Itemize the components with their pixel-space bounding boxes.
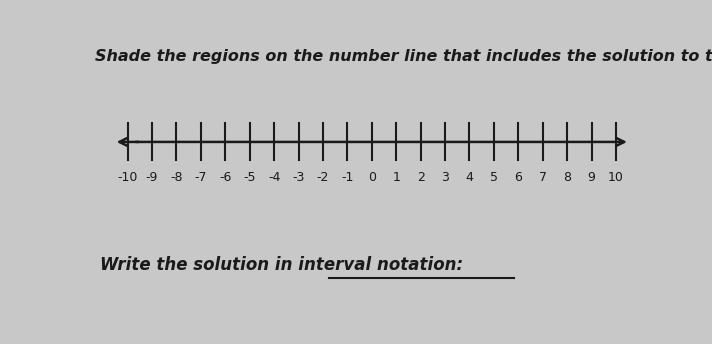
Text: 3: 3 xyxy=(441,171,449,184)
Text: -5: -5 xyxy=(244,171,256,184)
Text: 5: 5 xyxy=(490,171,498,184)
Text: 1: 1 xyxy=(392,171,400,184)
Text: -1: -1 xyxy=(341,171,354,184)
Text: -3: -3 xyxy=(293,171,305,184)
Text: -8: -8 xyxy=(170,171,183,184)
Text: Write the solution in interval notation:: Write the solution in interval notation: xyxy=(100,256,464,275)
Text: 6: 6 xyxy=(514,171,522,184)
Text: 0: 0 xyxy=(368,171,376,184)
Text: Shade the regions on the number line that includes the solution to the inequalit: Shade the regions on the number line tha… xyxy=(95,49,712,64)
Text: 7: 7 xyxy=(539,171,547,184)
Text: -10: -10 xyxy=(117,171,138,184)
Text: 8: 8 xyxy=(563,171,571,184)
Text: 9: 9 xyxy=(587,171,595,184)
Text: 2: 2 xyxy=(417,171,424,184)
Text: -4: -4 xyxy=(268,171,281,184)
Text: 10: 10 xyxy=(608,171,624,184)
Text: -6: -6 xyxy=(219,171,231,184)
Text: -2: -2 xyxy=(317,171,329,184)
Text: -7: -7 xyxy=(194,171,207,184)
Text: 4: 4 xyxy=(466,171,473,184)
Text: -9: -9 xyxy=(146,171,158,184)
